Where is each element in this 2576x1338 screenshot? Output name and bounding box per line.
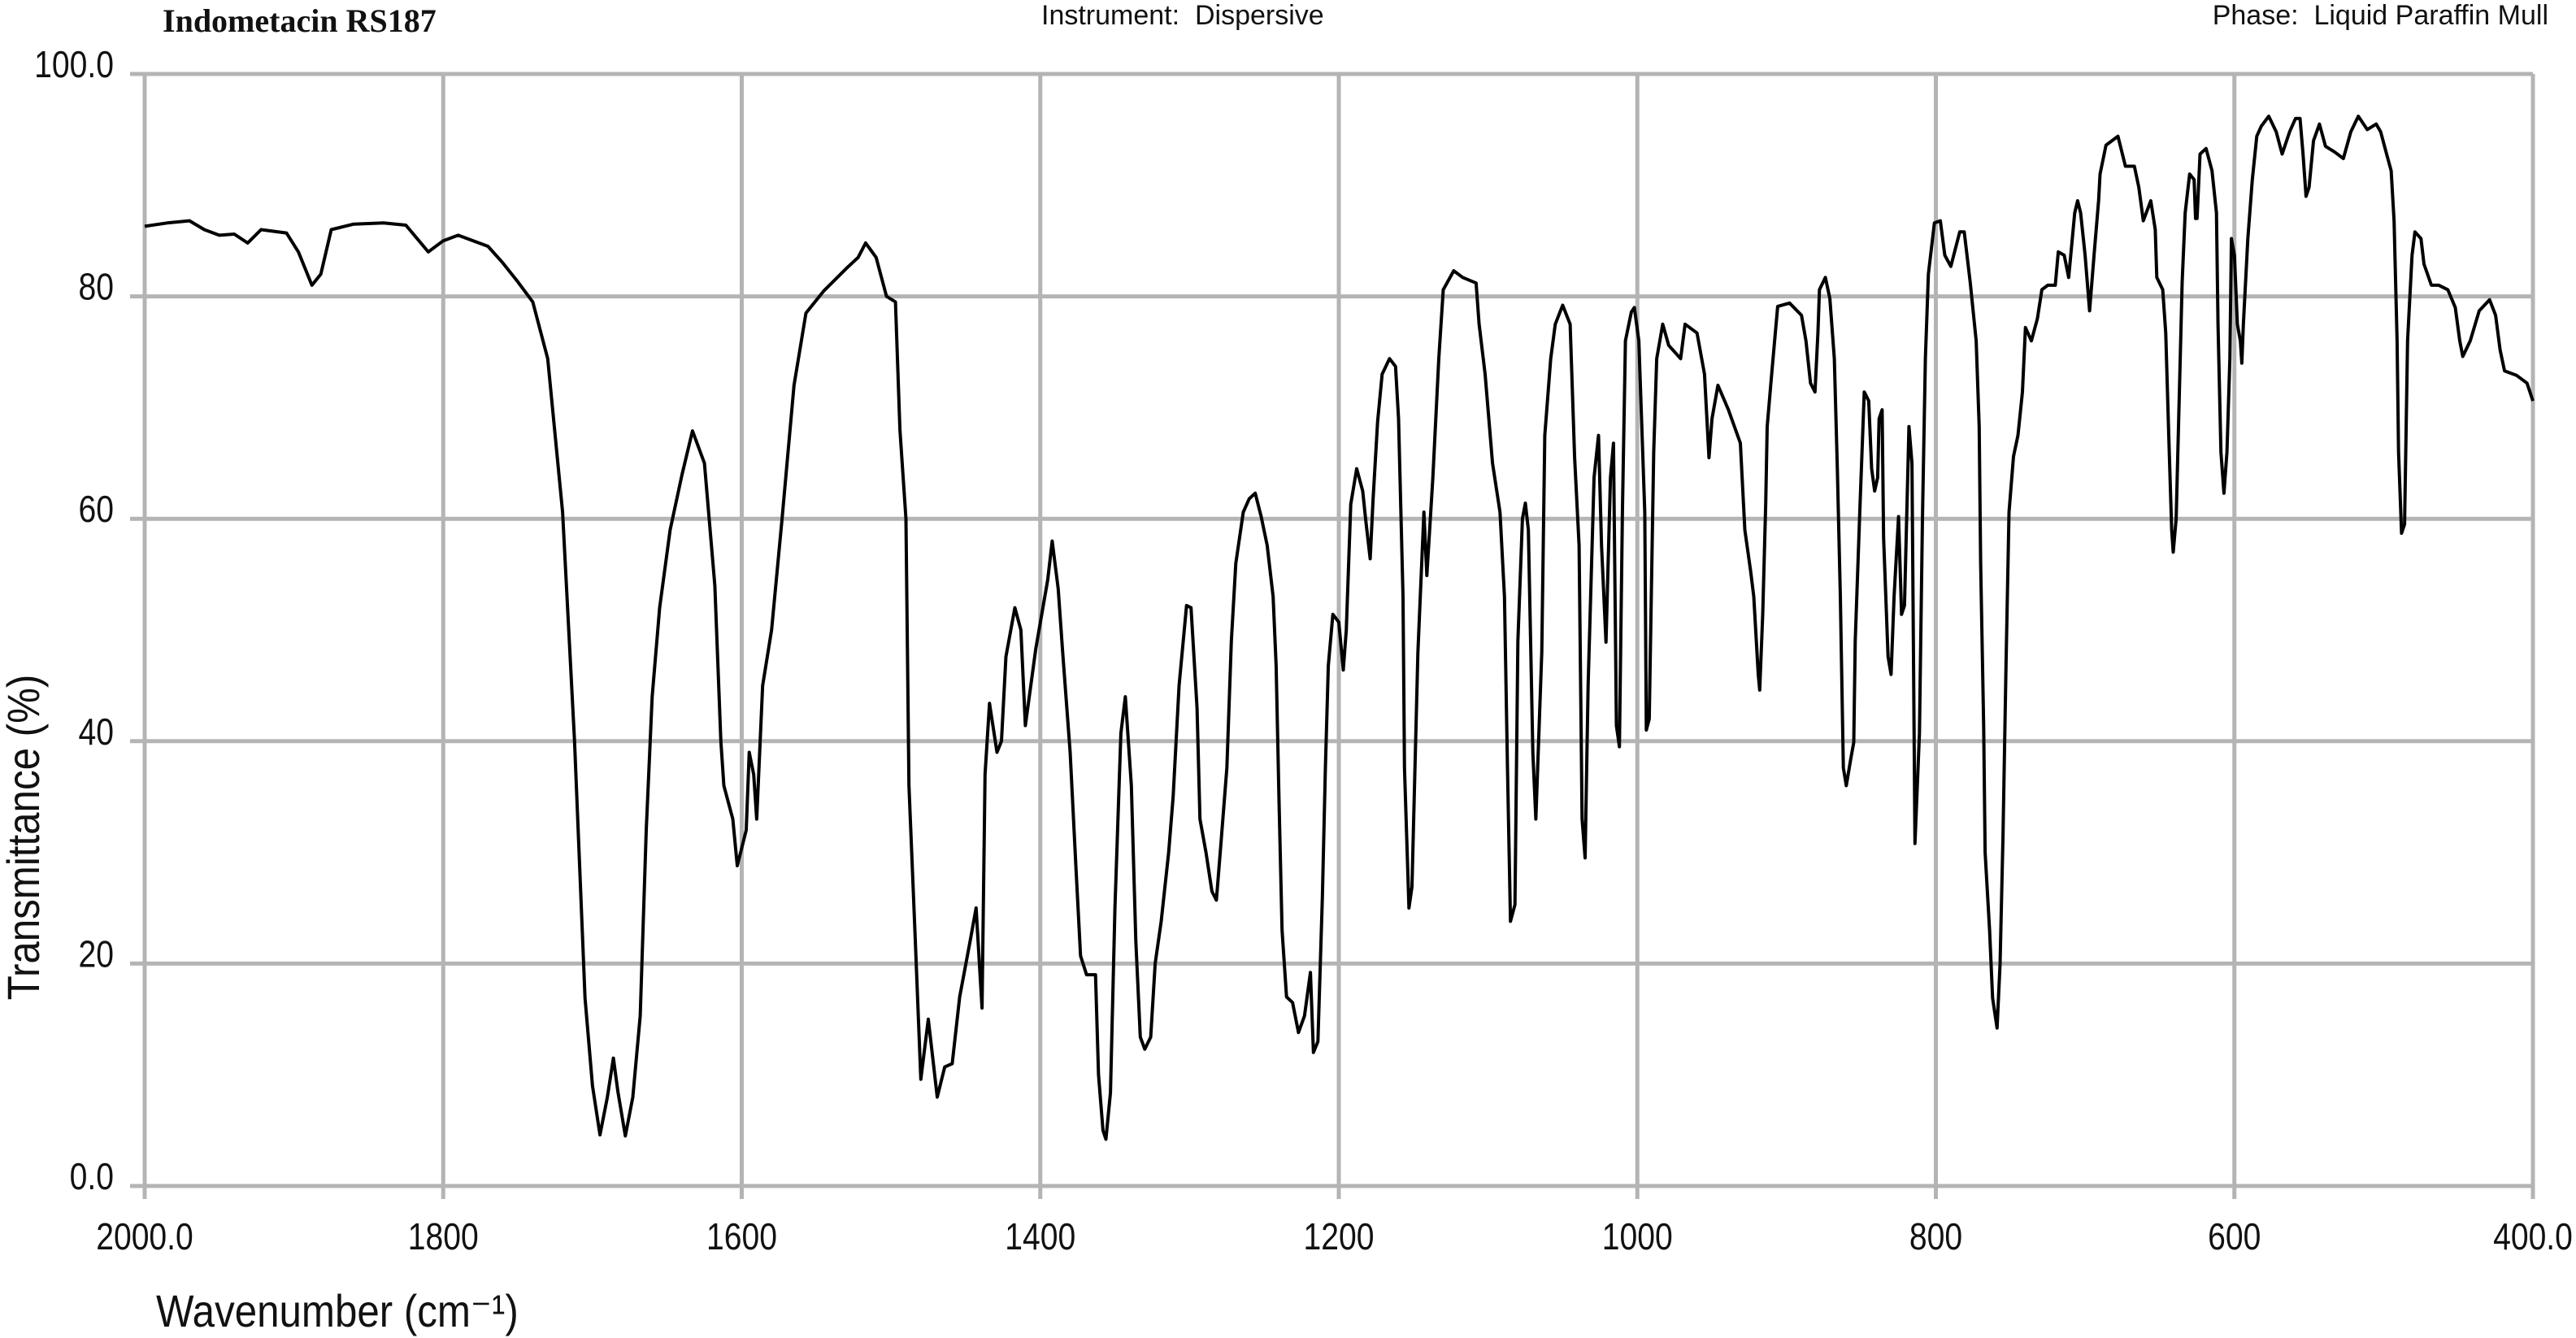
x-tick-label: 1600 xyxy=(706,1216,777,1258)
y-tick-label: 40 xyxy=(79,711,114,754)
phase-label: Phase: Liquid Paraffin Mull xyxy=(2212,0,2548,31)
x-tick-label: 1400 xyxy=(1005,1216,1075,1258)
grid xyxy=(130,72,2535,1199)
x-tick-label: 800 xyxy=(1909,1216,1962,1258)
y-tick-label: 80 xyxy=(79,267,114,309)
x-tick-label: 1800 xyxy=(408,1216,479,1258)
x-tick-label: 1000 xyxy=(1602,1216,1673,1258)
y-tick-label: 20 xyxy=(79,933,114,975)
spectrum-line xyxy=(144,115,2535,1141)
y-tick-label: 0.0 xyxy=(70,1156,114,1198)
x-tick-label: 600 xyxy=(2208,1216,2261,1258)
y-axis-label: Transmittance (%) xyxy=(0,675,50,1001)
x-axis-label: Wavenumber (cm⁻¹) xyxy=(156,1286,519,1337)
tick-labels: 2000.0 1800 1600 1400 1200 1000 800 600 400.0100… xyxy=(34,44,2573,1258)
x-tick-label: 1200 xyxy=(1304,1216,1375,1258)
x-tick-label: 2000.0 xyxy=(96,1216,193,1258)
chart-title: Indometacin RS187 xyxy=(163,2,437,39)
y-tick-label: 60 xyxy=(79,489,114,531)
instrument-label: Instrument: Dispersive xyxy=(1041,0,1324,31)
y-tick-label: 100.0 xyxy=(34,44,114,86)
x-tick-label: 400.0 xyxy=(2493,1216,2573,1258)
